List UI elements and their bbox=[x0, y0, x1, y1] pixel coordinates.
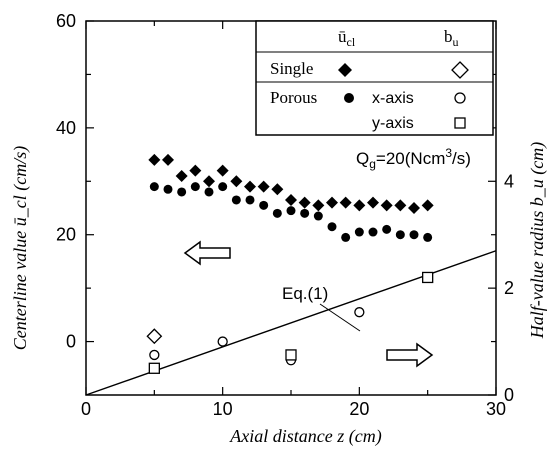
y-axis-radius-point bbox=[148, 362, 160, 374]
equation-leader bbox=[319, 303, 361, 332]
right-arrow-icon bbox=[386, 342, 434, 368]
y-right-tick-label: 0 bbox=[504, 385, 514, 405]
single-centerline-point bbox=[312, 199, 325, 212]
y-left-tick-label: 0 bbox=[66, 332, 76, 352]
porous-centerline-point bbox=[163, 184, 173, 194]
single-centerline-point bbox=[298, 196, 311, 209]
porous-centerline-point bbox=[177, 187, 187, 197]
porous-centerline-point bbox=[218, 182, 228, 192]
porous-centerline-point bbox=[204, 187, 214, 197]
single-centerline-point bbox=[189, 164, 202, 177]
porous-centerline-point bbox=[190, 182, 200, 192]
porous-centerline-point bbox=[286, 206, 296, 216]
porous-centerline-point bbox=[368, 227, 378, 237]
single-centerline-point bbox=[285, 193, 297, 206]
single-centerline-point bbox=[339, 196, 352, 209]
single-centerline-point bbox=[216, 164, 229, 177]
data-markers bbox=[146, 153, 434, 374]
porous-centerline-point bbox=[313, 211, 323, 221]
legend-label-single: Single bbox=[270, 59, 313, 78]
legend-open-circle-icon bbox=[454, 92, 466, 104]
legend-label-porous: Porous bbox=[270, 88, 317, 107]
single-centerline-point bbox=[408, 202, 420, 214]
porous-centerline-point bbox=[231, 195, 241, 205]
porous-centerline-point bbox=[423, 232, 433, 242]
porous-centerline-point bbox=[245, 195, 255, 205]
single-centerline-point bbox=[326, 196, 338, 209]
legend-label-y-axis: y-axis bbox=[372, 115, 414, 132]
y-left-tick-label: 20 bbox=[56, 225, 76, 245]
y-axis-radius-point bbox=[422, 271, 434, 284]
porous-centerline-point bbox=[259, 200, 269, 210]
y-left-axis-title: Centerline value ū_cl (cm/s) bbox=[10, 146, 31, 350]
equation-label: Eq.(1) bbox=[282, 284, 328, 303]
equation-line bbox=[85, 250, 497, 396]
equation-1-line bbox=[85, 250, 497, 396]
legend: ūcl bu Single Porous x-axis y-axis bbox=[255, 20, 494, 136]
single-centerline-point bbox=[380, 199, 393, 212]
porous-centerline-point bbox=[300, 208, 310, 218]
porous-centerline-point bbox=[341, 232, 351, 242]
single-radius-point bbox=[146, 328, 163, 345]
porous-centerline-point bbox=[149, 182, 159, 192]
single-centerline-point bbox=[394, 199, 407, 212]
single-centerline-point bbox=[203, 175, 215, 188]
x-tick-label: 20 bbox=[349, 399, 369, 419]
single-centerline-point bbox=[162, 153, 174, 166]
x-axis-radius-point bbox=[354, 307, 365, 318]
y-right-axis-title: Half-value radius b_u (cm) bbox=[527, 142, 548, 339]
y-left-tick-label: 60 bbox=[56, 11, 76, 31]
legend-open-diamond-icon bbox=[451, 61, 469, 79]
x-tick-label: 0 bbox=[81, 399, 91, 419]
porous-centerline-point bbox=[354, 227, 364, 237]
legend-header-radius: bu bbox=[444, 27, 459, 49]
x-axis-radius-point bbox=[217, 336, 228, 347]
y-right-tick-label: 2 bbox=[504, 278, 514, 298]
single-centerline-point bbox=[353, 199, 366, 212]
y-axis-radius-point bbox=[285, 349, 297, 361]
porous-centerline-point bbox=[327, 222, 337, 232]
single-centerline-point bbox=[175, 169, 188, 182]
x-axis-title: Axial distance z (cm) bbox=[229, 426, 381, 447]
single-centerline-point bbox=[230, 175, 243, 188]
single-centerline-point bbox=[257, 180, 270, 193]
single-centerline-point bbox=[271, 183, 284, 196]
legend-header-centerline: ūcl bbox=[338, 27, 356, 49]
x-tick-label: 30 bbox=[486, 399, 506, 419]
single-centerline-point bbox=[421, 199, 434, 212]
x-axis-radius-point bbox=[149, 349, 160, 361]
left-arrow-icon bbox=[183, 240, 231, 266]
x-tick-label: 10 bbox=[213, 399, 233, 419]
legend-label-x-axis: x-axis bbox=[372, 90, 414, 107]
porous-centerline-point bbox=[382, 224, 392, 234]
legend-filled-diamond-icon bbox=[338, 63, 352, 77]
single-centerline-point bbox=[148, 153, 161, 166]
y-right-tick-label: 4 bbox=[504, 171, 514, 191]
y-left-tick-label: 40 bbox=[56, 118, 76, 138]
single-centerline-point bbox=[244, 180, 256, 193]
porous-centerline-point bbox=[409, 230, 419, 240]
legend-open-square-icon bbox=[454, 117, 466, 129]
single-centerline-point bbox=[367, 196, 379, 209]
legend-filled-circle-icon bbox=[344, 93, 354, 103]
condition-label: Qg=20(Ncm3/s) bbox=[356, 146, 471, 171]
porous-centerline-point bbox=[395, 230, 405, 240]
porous-centerline-point bbox=[272, 208, 282, 218]
